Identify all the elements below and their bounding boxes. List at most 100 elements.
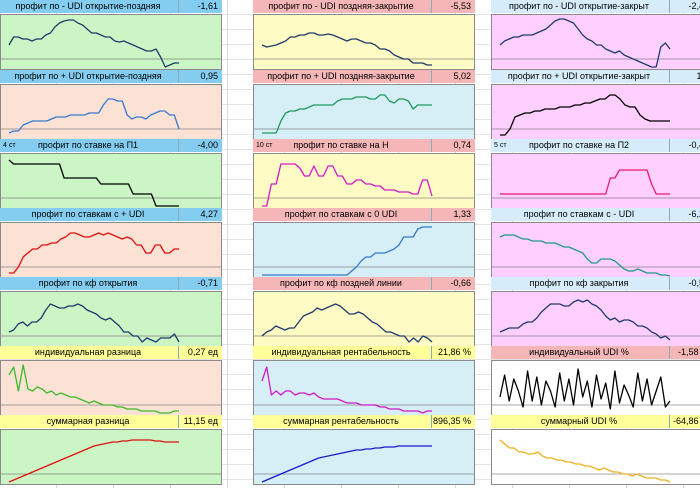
- chart-value: -0,51: [669, 277, 700, 290]
- chart-panel: суммарная рентабельность 896,35 %: [253, 415, 475, 485]
- chart-series-line: [499, 18, 671, 68]
- chart-plot-area: [253, 222, 475, 278]
- chart-header: профит по кф закрытия -0,51: [491, 277, 700, 290]
- chart-svg: [492, 299, 700, 341]
- chart-svg: [254, 366, 474, 414]
- chart-plot-area: [253, 84, 475, 140]
- chart-plot-area: [491, 153, 700, 209]
- chart-header: суммарная разница 11,15 ед: [0, 415, 222, 428]
- chart-title: индивидуальный UDI %: [529, 347, 629, 357]
- chart-header: профит по ставкам с + UDI 4,27: [0, 208, 222, 221]
- chart-svg: [492, 368, 700, 410]
- chart-header: индивидуальная рентабельность 21,86 %: [253, 346, 475, 359]
- chart-series-line: [8, 439, 179, 483]
- chart-plot-area: [491, 222, 700, 278]
- chart-panel: суммарная разница 11,15 ед: [0, 415, 222, 485]
- chart-svg: [492, 169, 700, 199]
- chart-svg: [1, 439, 221, 483]
- chart-series-line: [262, 163, 433, 207]
- chart-svg: [1, 19, 221, 68]
- chart-value: 1,33: [431, 208, 475, 221]
- chart-header: суммарный UDI % -64,86 %: [491, 415, 700, 428]
- chart-svg: [1, 303, 221, 343]
- chart-value: -0,66: [431, 277, 475, 290]
- chart-value: 5,02: [431, 70, 475, 83]
- chart-plot-area: [0, 360, 222, 416]
- chart-series-line: [8, 98, 180, 134]
- chart-value: -64,86 %: [669, 415, 700, 428]
- chart-plot-area: [491, 291, 700, 347]
- chart-header: 4 ст профит по ставке на П1 -4,00: [0, 139, 222, 152]
- chart-panel: профит по кф поздней линии -0,66: [253, 277, 475, 347]
- chart-header: 5 ст профит по ставке на П2 -0,47: [491, 139, 700, 152]
- chart-title: профит по кф закрытия: [529, 278, 629, 288]
- chart-plot-area: [253, 14, 475, 70]
- chart-panel: суммарный UDI % -64,86 %: [491, 415, 700, 485]
- chart-title: профит по ставке на П1: [37, 140, 139, 150]
- chart-header: суммарная рентабельность 896,35 %: [253, 415, 475, 428]
- chart-title: профит по - UDI поздняя-закрытие: [268, 1, 414, 11]
- chart-svg: [254, 32, 474, 66]
- chart-header: профит по - UDI открытие-закрыт -2,41: [491, 0, 700, 13]
- chart-panel: индивидуальный UDI % -1,58 %: [491, 346, 700, 416]
- chart-plot-area: [491, 429, 700, 485]
- chart-title: профит по - UDI открытие-закрыт: [509, 1, 649, 11]
- chart-header: профит по ставкам с 0 UDI 1,33: [253, 208, 475, 221]
- chart-series-line: [261, 366, 432, 414]
- chart-header: профит по + UDI поздняя-закрытие 5,02: [253, 70, 475, 83]
- chart-svg: [492, 18, 700, 68]
- chart-panel: профит по ставкам с 0 UDI 1,33: [253, 208, 475, 278]
- chart-series-line: [261, 303, 433, 343]
- chart-title: профит по + UDI поздняя-закрытие: [267, 71, 415, 81]
- chart-value: 21,86 %: [431, 346, 475, 359]
- chart-title: индивидуальная рентабельность: [271, 347, 411, 357]
- chart-value: -5,53: [431, 0, 475, 13]
- chart-plot-area: [253, 429, 475, 485]
- chart-svg: [254, 303, 474, 343]
- chart-value: -0,47: [669, 139, 700, 152]
- chart-value: -1,58 %: [669, 346, 700, 359]
- chart-value: 0,27 ед: [178, 346, 222, 359]
- chart-svg: [1, 232, 221, 274]
- chart-panel: профит по + UDI открытие-закрыт 1,9: [491, 70, 700, 140]
- chart-svg: [254, 226, 474, 276]
- chart-title: профит по кф поздней линии: [280, 278, 402, 288]
- chart-svg: [1, 364, 221, 414]
- chart-series-line: [8, 19, 179, 68]
- chart-value: 4,27: [178, 208, 222, 221]
- chart-panel: 4 ст профит по ставке на П1 -4,00: [0, 139, 222, 209]
- chart-tag: 5 ст: [494, 142, 507, 149]
- chart-svg: [254, 94, 474, 134]
- chart-panel: профит по + UDI открытие-поздняя 0,95: [0, 70, 222, 140]
- chart-panel: профит по ставкам с + UDI 4,27: [0, 208, 222, 278]
- chart-plot-area: [491, 360, 700, 416]
- chart-series-line: [500, 169, 670, 195]
- chart-header: профит по ставкам с - UDI -6,26: [491, 208, 700, 221]
- chart-series-line: [499, 439, 671, 483]
- chart-title: профит по ставкам с + UDI: [31, 209, 145, 219]
- chart-panel: профит по кф открытия -0,71: [0, 277, 222, 347]
- chart-plot-area: [491, 14, 700, 70]
- chart-title: суммарный UDI %: [540, 416, 618, 426]
- chart-series-line: [9, 232, 179, 274]
- chart-plot-area: [0, 222, 222, 278]
- chart-value: 0,95: [178, 70, 222, 83]
- chart-panel: индивидуальная разница 0,27 ед: [0, 346, 222, 416]
- chart-header: индивидуальная разница 0,27 ед: [0, 346, 222, 359]
- chart-title: профит по кф открытия: [38, 278, 138, 288]
- chart-value: -6,26: [669, 208, 700, 221]
- chart-header: профит по - UDI поздняя-закрытие -5,53: [253, 0, 475, 13]
- chart-title: суммарная рентабельность: [283, 416, 399, 426]
- chart-plot-area: [253, 360, 475, 416]
- chart-plot-area: [491, 84, 700, 140]
- chart-series-line: [8, 364, 179, 414]
- chart-title: профит по ставке на П2: [528, 140, 630, 150]
- chart-panel: профит по кф закрытия -0,51: [491, 277, 700, 347]
- chart-series-line: [499, 368, 671, 410]
- chart-tag: 10 ст: [256, 142, 273, 149]
- chart-value: 1,9: [669, 70, 700, 83]
- chart-value: 11,15 ед: [178, 415, 222, 428]
- chart-svg: [492, 94, 700, 136]
- chart-panel: индивидуальная рентабельность 21,86 %: [253, 346, 475, 416]
- chart-title: профит по ставке на Н: [293, 140, 389, 150]
